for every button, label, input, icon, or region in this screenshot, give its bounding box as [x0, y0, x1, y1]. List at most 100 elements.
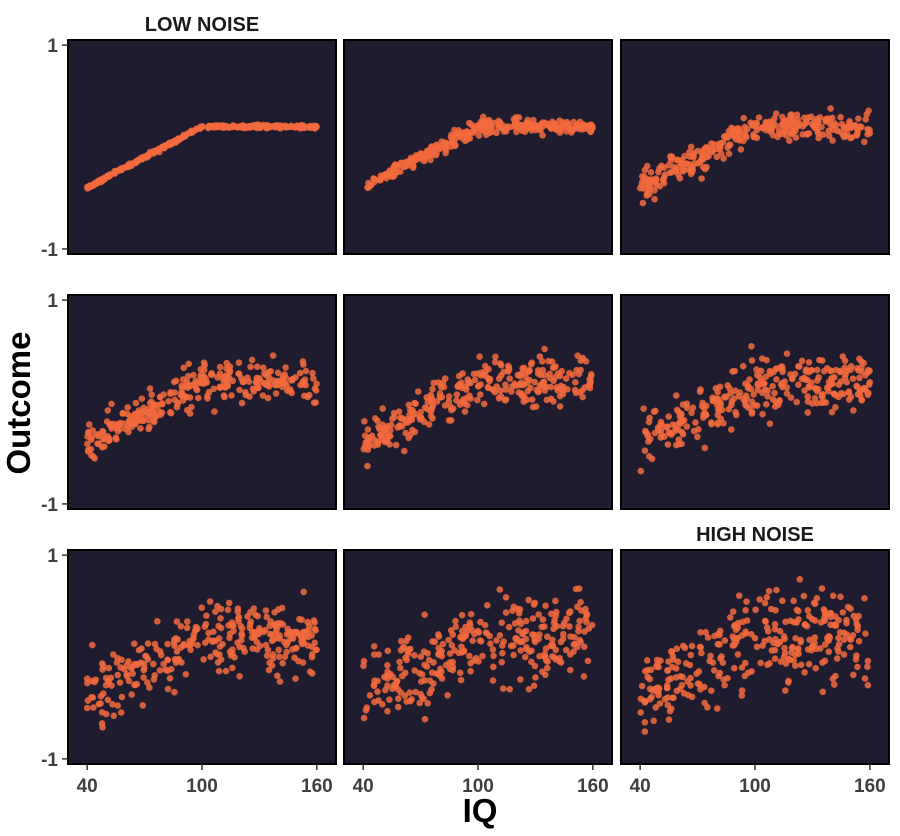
x-tick-label: 40	[77, 776, 98, 797]
data-point	[814, 385, 822, 393]
data-point	[645, 453, 653, 460]
data-point	[670, 163, 677, 171]
data-point	[263, 372, 270, 379]
data-point	[858, 396, 866, 404]
data-point	[762, 119, 769, 126]
data-point	[850, 671, 857, 679]
data-point	[453, 131, 461, 139]
data-point	[490, 663, 497, 671]
data-point	[435, 633, 443, 640]
data-point	[263, 613, 271, 621]
data-point	[384, 707, 391, 715]
data-point	[840, 390, 847, 398]
data-point	[118, 166, 125, 174]
data-point	[235, 615, 242, 622]
data-point	[312, 646, 320, 654]
data-point	[464, 130, 472, 138]
data-point	[522, 123, 530, 131]
data-point	[588, 621, 596, 629]
data-point	[390, 409, 398, 417]
data-point	[759, 410, 766, 418]
data-point	[501, 397, 509, 404]
data-point	[572, 379, 579, 386]
data-point	[460, 648, 468, 655]
data-point	[541, 345, 548, 353]
data-point	[805, 383, 812, 390]
data-point	[173, 648, 181, 655]
data-point	[304, 642, 312, 649]
data-point	[466, 392, 473, 400]
data-point	[664, 667, 671, 674]
data-point	[118, 693, 126, 701]
data-point	[779, 366, 786, 373]
data-point	[849, 632, 857, 639]
data-point	[375, 651, 383, 658]
data-point	[242, 389, 249, 396]
data-point	[131, 640, 138, 647]
data-point	[435, 644, 442, 652]
data-point	[569, 371, 576, 379]
data-point	[535, 635, 542, 643]
data-point	[675, 408, 682, 416]
data-point	[577, 598, 584, 606]
data-point	[391, 168, 399, 176]
data-point	[687, 651, 695, 659]
data-point	[644, 432, 651, 440]
data-point	[217, 605, 225, 613]
data-point	[435, 650, 443, 657]
data-point	[544, 658, 551, 665]
data-point	[650, 717, 657, 725]
data-point	[502, 609, 510, 616]
data-point	[728, 398, 736, 405]
data-point	[372, 415, 379, 422]
data-point	[441, 139, 449, 146]
data-point	[817, 619, 825, 626]
data-point	[721, 681, 728, 689]
data-point	[729, 642, 736, 649]
data-point	[694, 147, 701, 155]
data-point	[284, 625, 292, 633]
data-point	[814, 377, 821, 384]
data-point	[185, 360, 192, 368]
data-point	[766, 660, 773, 667]
data-point	[668, 168, 676, 176]
panel-background	[621, 550, 889, 764]
data-point	[491, 358, 499, 366]
data-point	[246, 393, 253, 400]
data-point	[209, 637, 217, 645]
data-point	[411, 410, 419, 417]
data-point	[746, 376, 753, 383]
data-point	[430, 680, 437, 687]
data-point	[429, 415, 436, 422]
data-point	[825, 648, 833, 655]
data-point	[392, 161, 400, 169]
data-point	[117, 709, 125, 716]
data-point	[445, 417, 453, 424]
data-point	[132, 399, 140, 407]
data-point	[748, 668, 755, 675]
data-point	[766, 367, 774, 375]
data-point	[782, 660, 790, 667]
data-point	[735, 592, 743, 599]
data-point	[203, 612, 210, 619]
data-point	[490, 386, 497, 394]
data-point	[741, 672, 749, 680]
data-point	[641, 719, 649, 726]
data-point	[180, 640, 187, 648]
data-point	[543, 396, 551, 404]
data-point	[540, 378, 547, 386]
data-point	[714, 705, 721, 712]
data-point	[708, 140, 715, 147]
data-point	[692, 419, 699, 426]
data-point	[669, 652, 677, 660]
data-point	[205, 388, 213, 396]
data-point	[458, 611, 466, 619]
data-point	[300, 361, 307, 368]
data-point	[229, 664, 236, 672]
data-point	[829, 675, 837, 683]
data-point	[855, 115, 862, 122]
data-point	[366, 692, 374, 699]
data-point	[228, 392, 235, 399]
data-point	[703, 402, 710, 410]
data-point	[840, 636, 848, 643]
